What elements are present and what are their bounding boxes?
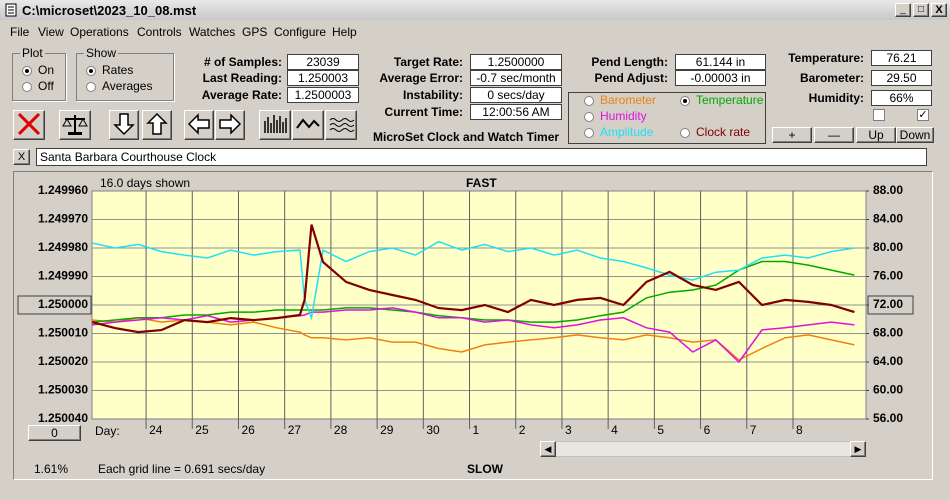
menu-item[interactable]: GPS (242, 25, 268, 39)
radio-button[interactable] (680, 128, 690, 138)
field-label: # of Samples: (203, 55, 282, 69)
wave-button[interactable] (292, 110, 324, 140)
radio-button[interactable] (680, 96, 690, 106)
value-field: 76.21 (871, 50, 932, 66)
plot-group-title: Plot (20, 46, 45, 60)
scroll-left[interactable]: ◀ (540, 441, 556, 457)
field-label: Last Reading: (202, 71, 282, 85)
field-label: Humidity: (808, 91, 864, 105)
maximize-button[interactable]: □ (913, 3, 929, 17)
field-label: Average Rate: (201, 88, 282, 102)
value-field: 1.250003 (287, 70, 359, 86)
app-name: MicroSet Clock and Watch Timer (373, 130, 560, 144)
legend-label[interactable]: Clock rate (696, 125, 751, 139)
scrollbar[interactable] (540, 441, 866, 457)
radio-button[interactable] (584, 112, 594, 122)
plot-group (12, 53, 66, 101)
menu-item[interactable]: Watches (189, 25, 236, 39)
fast-label: FAST (466, 176, 497, 190)
value-field: 0 secs/day (470, 87, 562, 103)
right-button[interactable] (215, 110, 245, 140)
series-selector (568, 92, 766, 144)
field-label: Pend Length: (591, 55, 668, 69)
radio-dot (25, 69, 29, 73)
field-label: Pend Adjust: (594, 71, 668, 85)
watch-name-field[interactable]: Santa Barbara Courthouse Clock (36, 148, 927, 166)
menu-item[interactable]: File (10, 25, 30, 39)
field-label: Instability: (402, 88, 463, 102)
radio-button[interactable] (86, 82, 96, 92)
field-label: Temperature: (788, 51, 864, 65)
field-label: Current Time: (384, 105, 463, 119)
value-field: 12:00:56 AM (470, 104, 562, 120)
waves-button[interactable] (325, 110, 357, 140)
clear-watch-button[interactable]: X (13, 149, 30, 165)
value-field: -0.00003 in (675, 70, 766, 86)
balance-button[interactable] (59, 110, 91, 140)
field-label: Barometer: (799, 71, 864, 85)
window-title: C:\microset\2023_10_08.mst (22, 3, 197, 18)
legend-label[interactable]: Humidity (600, 109, 647, 123)
offset-box[interactable]: 0 (28, 425, 81, 441)
bars-button[interactable] (259, 110, 291, 140)
value-field: 29.50 (871, 70, 932, 86)
left-button[interactable] (184, 110, 214, 140)
env-button[interactable]: Up (856, 127, 896, 143)
value-field: 1.2500003 (287, 87, 359, 103)
checkbox[interactable]: ✓ (917, 109, 929, 121)
radio-dot (89, 69, 93, 73)
radio-label[interactable]: Averages (102, 79, 153, 93)
radio-button[interactable] (584, 96, 594, 106)
env-button[interactable]: Down (896, 127, 934, 143)
checkbox[interactable] (873, 109, 885, 121)
menu-item[interactable]: Help (332, 25, 357, 39)
value-field: 66% (871, 90, 932, 106)
menu-item[interactable]: View (38, 25, 64, 39)
show-group-title: Show (84, 46, 119, 60)
percent-label: 1.61% (34, 462, 69, 476)
minimize-button[interactable]: _ (895, 3, 911, 17)
legend-label[interactable]: Temperature (696, 93, 764, 107)
radio-button[interactable] (86, 66, 96, 76)
env-button[interactable]: — (814, 127, 854, 143)
scroll-right[interactable]: ▶ (850, 441, 866, 457)
radio-button[interactable] (22, 66, 32, 76)
value-field: 61.144 in (675, 54, 766, 70)
grid-note: Each grid line = 0.691 secs/day (98, 462, 266, 476)
down-button[interactable] (109, 110, 139, 140)
legend-label[interactable]: Barometer (600, 93, 657, 107)
app-icon (5, 3, 17, 17)
show-group (76, 53, 174, 101)
radio-button[interactable] (22, 82, 32, 92)
title-bar (0, 0, 950, 20)
value-field: 1.2500000 (470, 54, 562, 70)
radio-dot (683, 99, 687, 103)
radio-button[interactable] (584, 128, 594, 138)
close-button[interactable]: X (931, 3, 947, 17)
field-label: Average Error: (379, 71, 463, 85)
menu-item[interactable]: Operations (70, 25, 129, 39)
x-axis-label: Day: (95, 424, 120, 438)
chart-panel (13, 171, 933, 480)
up-button[interactable] (142, 110, 172, 140)
slow-label: SLOW (467, 462, 503, 476)
value-field: 23039 (287, 54, 359, 70)
menu-item[interactable]: Configure (274, 25, 327, 39)
stop-button[interactable] (13, 110, 45, 140)
radio-label[interactable]: Off (38, 79, 54, 93)
radio-label[interactable]: On (38, 63, 55, 77)
env-button[interactable]: + (772, 127, 812, 143)
legend-label[interactable]: Amplitude (600, 125, 654, 139)
field-label: Target Rate: (393, 55, 463, 69)
menu-item[interactable]: Controls (137, 25, 182, 39)
radio-label[interactable]: Rates (102, 63, 134, 77)
value-field: -0.7 sec/month (470, 70, 562, 86)
days-shown: 16.0 days shown (100, 176, 191, 190)
